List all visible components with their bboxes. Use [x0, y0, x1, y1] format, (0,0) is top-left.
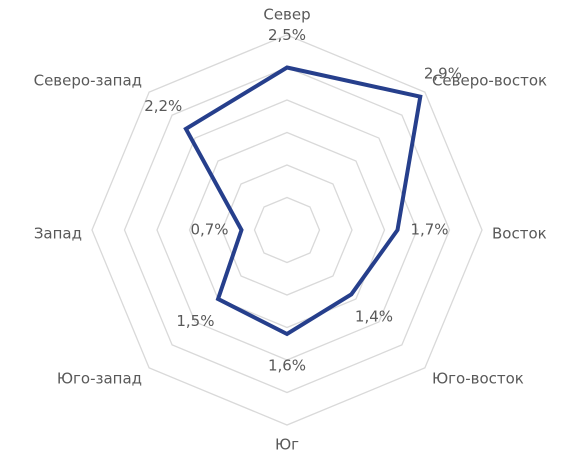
grid-ring: [156, 99, 418, 361]
grid-ring: [188, 131, 386, 329]
category-label: Запад: [34, 225, 82, 243]
category-label: Север: [263, 6, 310, 24]
category-label: Северо-запад: [34, 72, 142, 90]
data-label: 1,5%: [176, 312, 214, 330]
category-label: Юг: [275, 436, 299, 454]
grid-ring: [221, 164, 353, 296]
category-label: Восток: [492, 225, 547, 243]
grid-ring: [91, 34, 483, 426]
category-label: Юго-запад: [57, 369, 142, 387]
grid-ring: [253, 196, 321, 264]
category-label: Северо-восток: [432, 72, 547, 90]
data-label: 2,2%: [144, 97, 182, 115]
data-label: 0,7%: [190, 221, 228, 239]
grid-ring: [123, 66, 451, 394]
data-label: 2,9%: [424, 65, 462, 83]
category-label: Юго-восток: [432, 369, 524, 387]
data-label: 1,7%: [410, 221, 448, 239]
data-label: 1,4%: [355, 307, 393, 325]
series-line: [183, 65, 423, 337]
data-label: 1,6%: [268, 357, 306, 375]
data-label: 2,5%: [268, 26, 306, 44]
